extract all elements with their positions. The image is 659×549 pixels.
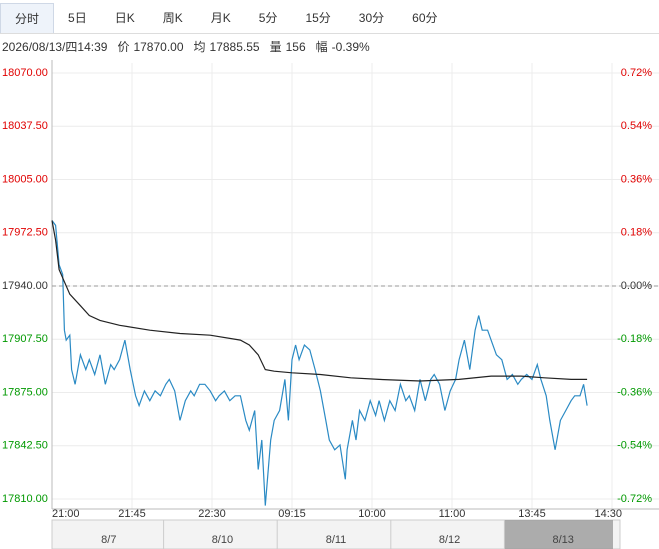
tab[interactable]: 月K	[210, 11, 231, 25]
navigator-date: 8/7	[101, 534, 116, 546]
y2-tick-label: 0.54%	[621, 120, 652, 132]
tab[interactable]: 周K	[162, 11, 183, 25]
tab-bar: 分时 5日 日K 周K 月K 5分 15分 30分 60分	[0, 3, 659, 34]
x-tick-label: 10:00	[358, 508, 386, 520]
info-value: 2026/08/13/四14:39	[2, 40, 108, 54]
navigator-date: 8/11	[326, 534, 347, 546]
y2-tick-label: 0.36%	[621, 173, 652, 185]
x-tick-label: 21:45	[118, 508, 146, 520]
navigator-date: 8/10	[212, 534, 233, 546]
info-label: 量	[269, 40, 282, 54]
x-tick-label: 09:15	[278, 508, 306, 520]
navigator-selection[interactable]	[504, 520, 613, 549]
x-tick-label: 21:00	[52, 508, 80, 520]
y-tick-label: 18005.00	[2, 173, 48, 185]
y-tick-label: 17972.50	[2, 227, 48, 239]
tab[interactable]: 60分	[412, 11, 438, 25]
info-value: 17885.55	[209, 40, 260, 54]
x-tick-label: 14:30	[594, 508, 622, 520]
y-tick-label: 17810.00	[2, 493, 48, 505]
tab[interactable]: 5分	[258, 11, 278, 25]
y-tick-label: 18070.00	[2, 67, 48, 79]
y2-tick-label: -0.18%	[617, 333, 652, 345]
y-tick-label: 17907.50	[2, 333, 48, 345]
y2-tick-label: -0.54%	[617, 440, 652, 452]
tab[interactable]: 15分	[305, 11, 331, 25]
x-tick-label: 11:00	[439, 508, 466, 520]
series-line	[51, 220, 588, 506]
y2-tick-label: 0.18%	[621, 227, 652, 239]
info-bar: 2026/08/13/四14:39 价 17870.00 均 17885.55 量 156 幅…	[2, 38, 380, 55]
tab[interactable]: 5日	[68, 11, 87, 25]
info-label: 价	[117, 40, 130, 54]
info-label: 幅	[315, 40, 328, 54]
series-line	[51, 220, 588, 382]
x-tick-label: 22:30	[198, 508, 226, 520]
tab[interactable]: 30分	[358, 11, 385, 25]
y-tick-label: 18037.50	[2, 120, 48, 132]
y2-tick-label: 0.72%	[621, 67, 652, 79]
x-tick-label: 13:45	[518, 508, 546, 520]
y-tick-label: 17842.50	[2, 440, 48, 452]
navigator-date: 8/13	[552, 534, 573, 546]
info-value: 156	[285, 40, 306, 54]
navigator-date: 8/12	[439, 534, 460, 546]
y2-tick-label: -0.72%	[617, 493, 652, 505]
tab[interactable]: 日K	[114, 11, 135, 25]
y2-tick-label: -0.36%	[617, 386, 652, 398]
y-tick-label: 17875.00	[2, 386, 48, 398]
info-value: -0.39%	[331, 40, 370, 54]
tab[interactable]: 分时	[0, 3, 55, 33]
info-value: 17870.00	[133, 40, 184, 54]
y-tick-label: 17940.00	[2, 280, 48, 292]
info-label: 均	[193, 40, 206, 54]
